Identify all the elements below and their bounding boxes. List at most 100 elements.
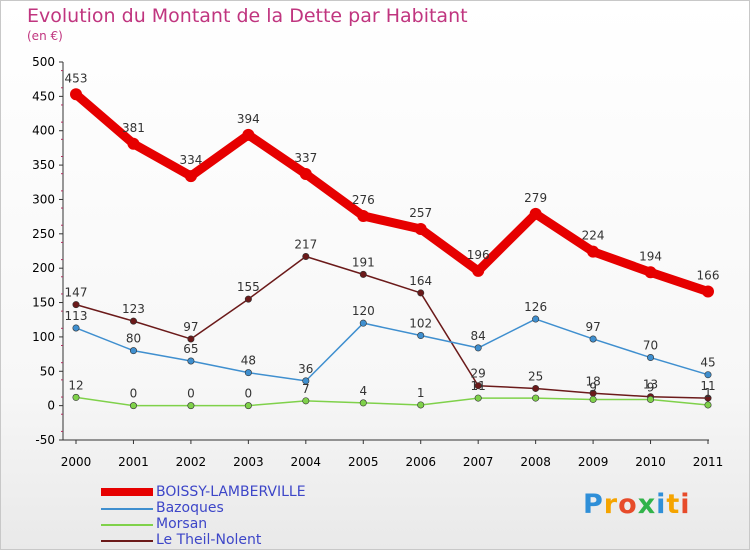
data-label: 65	[183, 342, 198, 356]
series-line-boissy-lamberville	[71, 89, 713, 297]
data-label: 80	[126, 332, 141, 346]
data-point	[704, 371, 712, 379]
data-point	[702, 285, 714, 298]
chart-subtitle: (en €)	[27, 29, 63, 43]
data-point	[644, 266, 657, 279]
y-tick-label: 300	[32, 192, 55, 206]
y-tick-label: 350	[32, 158, 55, 172]
data-point	[589, 335, 597, 343]
data-label: 13	[643, 378, 658, 392]
data-label: 381	[122, 121, 145, 135]
data-label: 196	[467, 248, 490, 262]
data-point	[357, 209, 370, 222]
data-point	[474, 344, 482, 352]
legend-swatch	[101, 540, 153, 542]
data-label: 147	[65, 286, 88, 300]
data-label: 29	[471, 367, 486, 381]
data-label: 97	[585, 320, 600, 334]
data-point	[532, 394, 540, 402]
y-tick-label: 0	[47, 399, 55, 413]
x-tick-label: 2004	[291, 455, 322, 469]
data-point	[359, 319, 367, 327]
data-point	[474, 394, 482, 402]
data-label: 155	[237, 280, 260, 294]
data-point	[244, 402, 252, 410]
data-label: 257	[409, 206, 432, 220]
data-point	[529, 207, 542, 220]
x-tick-label: 2009	[578, 455, 609, 469]
data-label: 166	[697, 269, 720, 283]
data-label: 4	[359, 384, 367, 398]
data-point	[417, 332, 425, 340]
x-tick-label: 2008	[520, 455, 551, 469]
y-tick-label: 100	[32, 330, 55, 344]
data-point	[472, 264, 485, 277]
data-label: 25	[528, 369, 543, 383]
data-point	[129, 317, 137, 325]
data-point	[129, 347, 137, 355]
data-label: 126	[524, 300, 547, 314]
data-point	[184, 170, 197, 183]
y-tick-label: -50	[35, 433, 55, 447]
y-tick-label: 250	[32, 227, 55, 241]
legend-label: BOISSY-LAMBERVILLE	[156, 484, 306, 500]
data-point	[302, 252, 310, 260]
data-point	[587, 245, 600, 258]
data-label: 194	[639, 249, 662, 263]
data-label: 334	[179, 153, 202, 167]
data-label: 84	[471, 329, 486, 343]
data-label: 36	[298, 362, 313, 376]
data-label: 1	[704, 386, 712, 400]
x-tick-label: 2000	[61, 455, 92, 469]
data-point	[72, 324, 80, 332]
data-label: 394	[237, 112, 260, 126]
x-tick-label: 2001	[118, 455, 149, 469]
data-label: 0	[245, 387, 253, 401]
data-label: 18	[585, 374, 600, 388]
series-line-morsan	[75, 396, 709, 407]
x-tick-label: 2005	[348, 455, 379, 469]
data-label: 12	[68, 378, 83, 392]
y-tick-label: 200	[32, 261, 55, 275]
data-point	[129, 402, 137, 410]
data-label: 279	[524, 191, 547, 205]
data-point	[414, 223, 427, 236]
data-label: 217	[294, 237, 317, 251]
data-label: 453	[65, 71, 88, 85]
data-point	[302, 397, 310, 405]
data-point	[244, 295, 252, 303]
data-label: 191	[352, 255, 375, 269]
data-label: 0	[187, 387, 195, 401]
y-tick-label: 150	[32, 296, 55, 310]
y-tick-label: 50	[40, 364, 55, 378]
data-point	[359, 399, 367, 407]
data-point	[187, 357, 195, 365]
data-point	[417, 401, 425, 409]
data-label: 164	[409, 274, 432, 288]
data-label: 102	[409, 317, 432, 331]
data-point	[647, 395, 655, 403]
data-point	[704, 394, 712, 402]
data-point	[417, 289, 425, 297]
data-point	[647, 354, 655, 362]
x-tick-label: 2002	[176, 455, 207, 469]
data-label: 0	[130, 387, 138, 401]
data-label: 276	[352, 193, 375, 207]
data-point	[589, 395, 597, 403]
data-label: 48	[241, 354, 256, 368]
data-point	[474, 382, 482, 390]
x-tick-label: 2003	[233, 455, 264, 469]
series-line-le-theil-nolent	[75, 255, 709, 399]
x-tick-label: 2006	[405, 455, 436, 469]
x-tick-label: 2010	[635, 455, 666, 469]
legend-label: Bazoques	[156, 500, 224, 516]
data-point	[244, 369, 252, 377]
data-point	[127, 137, 140, 150]
data-label: 1	[417, 386, 425, 400]
legend-label: Le Theil-Nolent	[156, 532, 262, 548]
data-point	[532, 384, 540, 392]
legend-swatch	[101, 488, 153, 496]
data-point	[72, 393, 80, 401]
